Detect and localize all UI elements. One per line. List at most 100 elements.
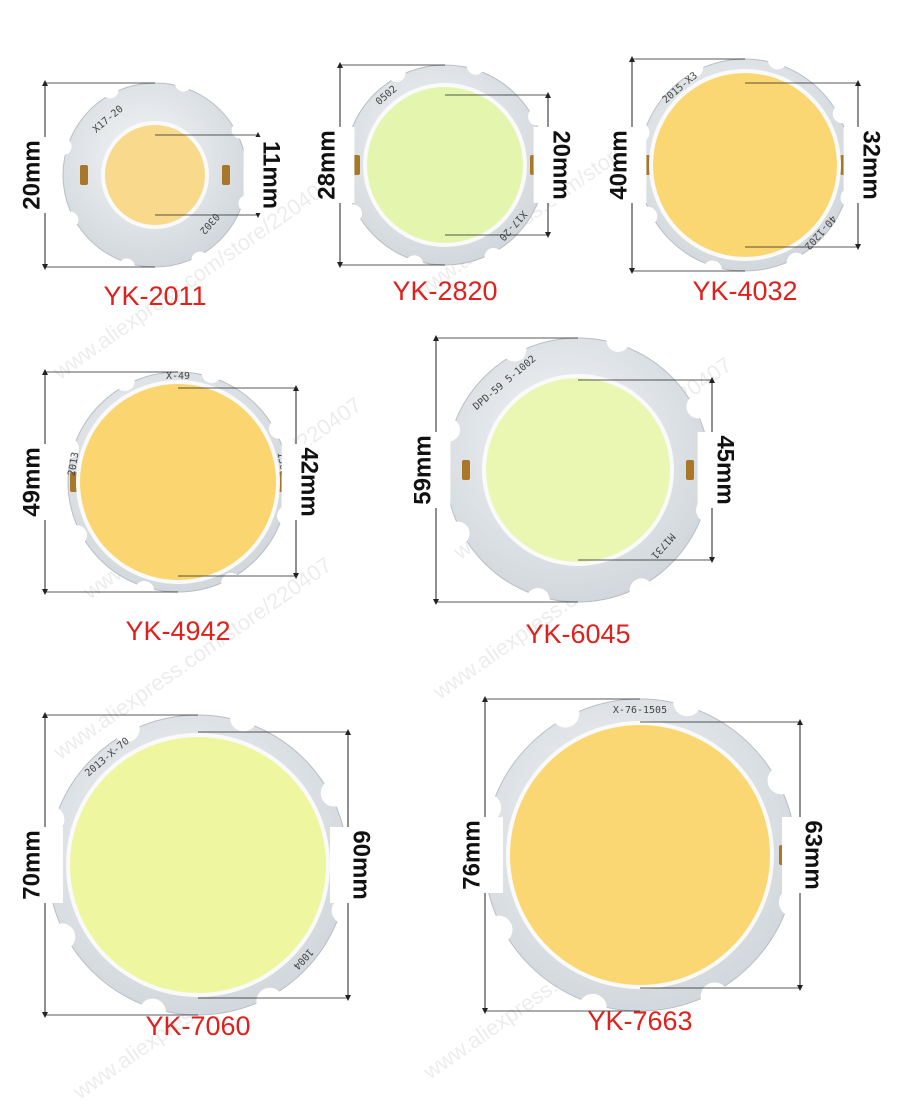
notch xyxy=(578,993,607,1022)
label-bg xyxy=(281,444,311,520)
notch xyxy=(405,255,424,274)
inner-dimension: 60mm xyxy=(348,830,375,899)
notch xyxy=(61,211,79,229)
label-bg xyxy=(533,127,563,203)
notch xyxy=(767,766,796,795)
notch xyxy=(59,438,79,459)
led-module: X-76-1505 76mm 63mm YK-7663 xyxy=(458,688,827,1036)
outer-dimension: 76mm xyxy=(458,820,485,889)
label-bg xyxy=(843,127,873,203)
notch xyxy=(673,688,702,717)
inner-dimension: 32mm xyxy=(858,130,885,199)
notch xyxy=(114,371,135,392)
solder-pad xyxy=(70,472,78,492)
notch xyxy=(606,328,631,352)
chip xyxy=(486,378,670,562)
model-name: YK-6045 xyxy=(525,619,630,649)
notch xyxy=(134,581,155,601)
model-name: YK-7060 xyxy=(145,1011,250,1041)
model-name: YK-2011 xyxy=(103,281,206,311)
solder-pad xyxy=(686,460,694,480)
label-bg xyxy=(467,817,503,893)
label-bg xyxy=(30,137,60,213)
notch xyxy=(686,394,711,419)
notch xyxy=(684,58,704,78)
chip xyxy=(80,384,276,580)
notch xyxy=(175,75,192,92)
label-bg xyxy=(782,817,818,893)
notch xyxy=(387,64,406,83)
notch xyxy=(700,982,729,1011)
notch xyxy=(702,260,723,280)
notch xyxy=(638,206,658,226)
inner-dimension: 11mm xyxy=(258,141,285,209)
notch xyxy=(256,987,284,1015)
chip xyxy=(105,125,205,225)
notch xyxy=(201,363,222,383)
board-marking: X-76-1505 xyxy=(613,705,667,716)
chip xyxy=(510,725,770,985)
notch xyxy=(67,525,88,546)
solder-pad xyxy=(80,165,88,185)
notch xyxy=(231,121,249,139)
notch xyxy=(230,704,258,732)
outer-dimension: 59mm xyxy=(409,435,436,504)
model-name: YK-4942 xyxy=(125,616,230,646)
outer-dimension: 70mm xyxy=(18,830,45,899)
model-name: YK-7663 xyxy=(587,1006,692,1036)
chip xyxy=(367,87,523,243)
outer-dimension: 20mm xyxy=(18,140,45,209)
label-bg xyxy=(27,827,63,903)
outer-dimension: 28mm xyxy=(313,130,340,199)
label-bg xyxy=(330,827,366,903)
notch xyxy=(445,521,470,546)
notch xyxy=(527,107,546,126)
notch xyxy=(484,247,503,266)
notch xyxy=(221,572,242,593)
model-name: YK-2820 xyxy=(392,276,497,306)
label-bg xyxy=(697,432,727,508)
notch xyxy=(48,923,76,951)
inner-dimension: 42mm xyxy=(296,447,323,516)
notch xyxy=(191,251,209,269)
notch xyxy=(551,699,580,728)
inner-dimension: 20mm xyxy=(548,130,575,199)
model-name: YK-4032 xyxy=(692,276,797,306)
notch xyxy=(502,337,527,362)
label-bg xyxy=(325,127,355,203)
chip xyxy=(653,73,837,257)
notch xyxy=(525,588,550,612)
notch xyxy=(320,779,348,807)
label-bg xyxy=(617,127,647,203)
inner-dimension: 63mm xyxy=(800,820,827,889)
solder-pad xyxy=(462,460,470,480)
label-bg xyxy=(421,432,451,508)
notch xyxy=(832,104,852,124)
notch xyxy=(112,715,140,743)
notch xyxy=(138,998,166,1026)
chip xyxy=(70,737,326,993)
notch xyxy=(344,204,363,223)
outer-dimension: 40mm xyxy=(605,130,632,199)
solder-pad xyxy=(222,165,230,185)
label-bg xyxy=(243,137,273,213)
outer-dimension: 49mm xyxy=(18,447,45,516)
notch xyxy=(484,915,513,944)
notch xyxy=(101,81,119,99)
notch xyxy=(629,578,654,603)
board-marking: 2013 xyxy=(67,451,82,477)
board-marking: X-49 xyxy=(166,371,190,382)
inner-dimension: 45mm xyxy=(712,435,739,504)
notch xyxy=(466,56,485,75)
notch xyxy=(786,252,806,272)
notch xyxy=(767,50,788,70)
label-bg xyxy=(30,444,60,520)
notch xyxy=(268,418,289,439)
